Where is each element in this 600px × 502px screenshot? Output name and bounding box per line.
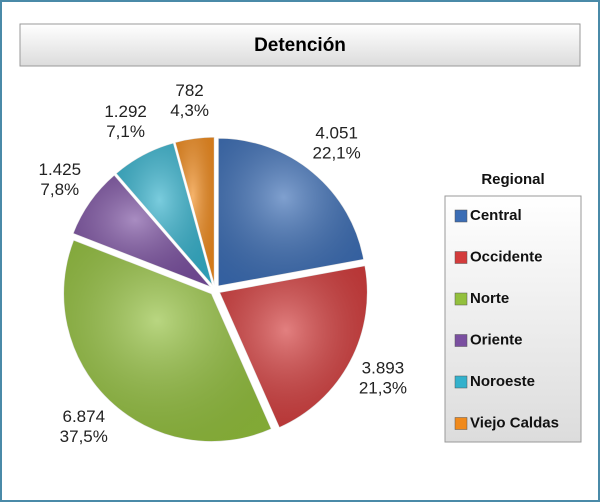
value-label: 3.893 [362,358,405,377]
legend-label: Oriente [470,331,523,348]
legend-label: Noroeste [470,373,535,390]
legend-box [444,195,582,443]
legend-swatch [454,417,468,430]
legend-label: Norte [470,290,509,307]
legend-label: Viejo Caldas [470,414,559,431]
legend-swatch [454,334,468,347]
percentage-label: 37,5% [60,427,108,446]
percentage-label: 7,1% [106,122,145,141]
chart-title: Detención [254,35,346,56]
legend-swatch [454,209,468,223]
value-label: 6.874 [63,407,106,426]
value-label: 782 [175,81,203,100]
legend-swatch [454,292,468,306]
percentage-label: 22,1% [313,144,361,163]
value-label: 1.425 [39,160,82,179]
value-label: 4.051 [315,124,358,143]
legend-title: Regional [481,171,544,188]
percentage-label: 21,3% [359,378,407,397]
legend-label: Occidente [470,248,543,265]
legend-swatch [454,375,468,389]
legend-label: Central [470,207,522,224]
title-box [19,23,581,67]
percentage-label: 4,3% [170,101,209,120]
legend-swatch [454,251,468,264]
value-label: 1.292 [104,102,147,121]
percentage-label: 7,8% [40,180,79,199]
